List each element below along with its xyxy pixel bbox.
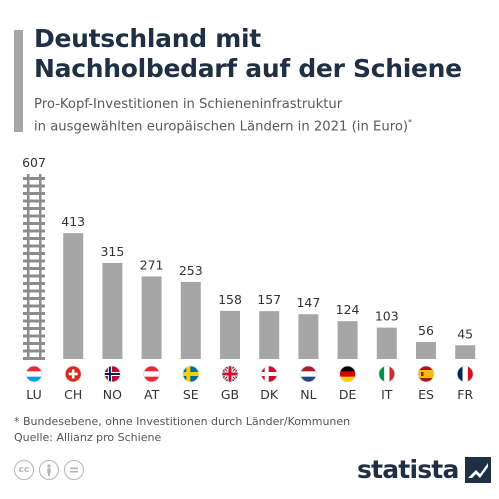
category-label-it: IT (381, 387, 393, 402)
bar-at (141, 276, 162, 359)
value-label-dk: 157 (257, 292, 281, 307)
attribution-icon[interactable] (39, 460, 59, 480)
chart-footnote: * Bundesebene, ohne Investitionen durch … (14, 414, 350, 446)
category-label-nl: NL (300, 387, 316, 402)
license-icons: cc (14, 460, 84, 480)
bar-it (376, 327, 397, 359)
track-sleeper (23, 252, 45, 255)
bar-dk (259, 311, 280, 359)
track-sleeper (23, 312, 45, 315)
flag-germany-icon (339, 365, 357, 383)
track-rail-left (27, 174, 30, 359)
statista-brand[interactable]: statista (357, 455, 491, 484)
no-derivatives-icon[interactable] (64, 460, 84, 480)
track-sleeper (23, 334, 45, 338)
bar-no (102, 262, 123, 359)
track-sleeper (23, 184, 45, 188)
chart-title: Deutschland mit Nachholbedarf auf der Sc… (34, 24, 489, 84)
track-sleeper (23, 192, 45, 195)
value-label-de: 124 (336, 302, 360, 317)
bar-ch (63, 233, 84, 359)
track-sleeper (23, 267, 45, 270)
bar-es (416, 341, 436, 359)
flag-france-icon (456, 365, 474, 383)
flag-italy-icon (378, 365, 396, 383)
footnote-text: * Bundesebene, ohne Investitionen durch … (14, 415, 351, 428)
chart-title-line-2: Nachholbedarf auf der Schiene (34, 54, 462, 83)
cc-icon[interactable]: cc (14, 460, 34, 480)
track-sleeper (23, 357, 45, 360)
track-sleeper (23, 282, 45, 285)
brand-name: statista (357, 455, 459, 484)
value-label-nl: 147 (296, 295, 320, 310)
flag-luxembourg-icon (25, 365, 43, 383)
value-label-lu: 607 (22, 155, 46, 170)
track-sleeper (23, 297, 45, 300)
track-sleeper (23, 304, 45, 308)
category-label-ch: CH (64, 387, 82, 402)
flag-netherlands-icon (299, 365, 317, 383)
category-label-gb: GB (221, 387, 239, 402)
track-sleeper (23, 199, 45, 203)
bar-nl (298, 314, 319, 359)
track-sleeper (23, 289, 45, 293)
flag-austria-icon (143, 365, 161, 383)
chart-subtitle-line-1: Pro-Kopf-Investitionen in Schieneninfras… (34, 97, 343, 112)
track-sleeper (23, 342, 45, 345)
track-sleeper (23, 229, 45, 233)
track-sleeper (23, 237, 45, 240)
flag-sweden-icon (182, 365, 200, 383)
bar-gb (220, 310, 240, 359)
bar-se (180, 281, 201, 359)
bar-de (337, 321, 358, 359)
value-label-ch: 413 (61, 214, 85, 229)
flag-norway-icon (104, 365, 121, 383)
category-label-dk: DK (260, 387, 279, 402)
track-rail-right (39, 174, 42, 359)
category-label-se: SE (183, 387, 199, 402)
category-label-fr: FR (457, 387, 473, 402)
flag-united-kingdom-icon (221, 365, 239, 383)
flag-spain-icon (417, 365, 435, 383)
footnote-marker: * (408, 118, 413, 127)
flag-switzerland-icon (64, 365, 82, 383)
chart-subtitle: Pro-Kopf-Investitionen in Schieneninfras… (34, 96, 489, 136)
track-sleeper (23, 222, 45, 225)
track-sleeper (23, 274, 45, 278)
track-sleeper (23, 349, 45, 353)
title-accent-bar (14, 30, 23, 132)
category-label-de: DE (339, 387, 357, 402)
track-sleeper (23, 259, 45, 263)
statista-logo-icon (464, 456, 491, 483)
value-label-fr: 45 (457, 326, 473, 341)
flag-denmark-icon (260, 365, 278, 383)
track-sleeper (23, 244, 45, 248)
bar-track-lu (23, 174, 45, 360)
value-label-at: 271 (140, 257, 164, 272)
value-label-es: 56 (418, 323, 434, 338)
category-label-no: NO (103, 387, 122, 402)
category-label-at: AT (144, 387, 160, 402)
chart-subtitle-line-2: in ausgewählten europäischen Ländern in … (34, 119, 409, 135)
chart-title-line-1: Deutschland mit (34, 24, 261, 53)
track-sleeper (23, 319, 45, 323)
value-label-se: 253 (179, 263, 203, 278)
category-label-lu: LU (26, 387, 42, 402)
track-sleeper (23, 327, 45, 330)
category-label-es: ES (418, 387, 434, 402)
source-text: Quelle: Allianz pro Schiene (14, 431, 162, 444)
value-label-it: 103 (375, 309, 399, 324)
value-label-no: 315 (100, 244, 124, 259)
track-sleeper (23, 177, 45, 180)
track-sleeper (23, 214, 45, 218)
track-sleeper (23, 207, 45, 210)
bar-fr (455, 345, 476, 359)
value-label-gb: 158 (218, 292, 242, 307)
